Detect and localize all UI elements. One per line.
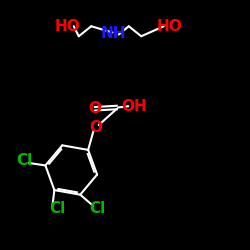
Text: Cl: Cl [16, 153, 32, 168]
Text: Cl: Cl [90, 201, 106, 216]
Text: HO: HO [54, 19, 80, 34]
Text: NH: NH [101, 26, 126, 41]
Text: Cl: Cl [49, 201, 65, 216]
Text: OH: OH [121, 99, 146, 114]
Text: HO: HO [157, 19, 183, 34]
Text: O: O [90, 120, 103, 135]
Text: O: O [88, 101, 102, 116]
